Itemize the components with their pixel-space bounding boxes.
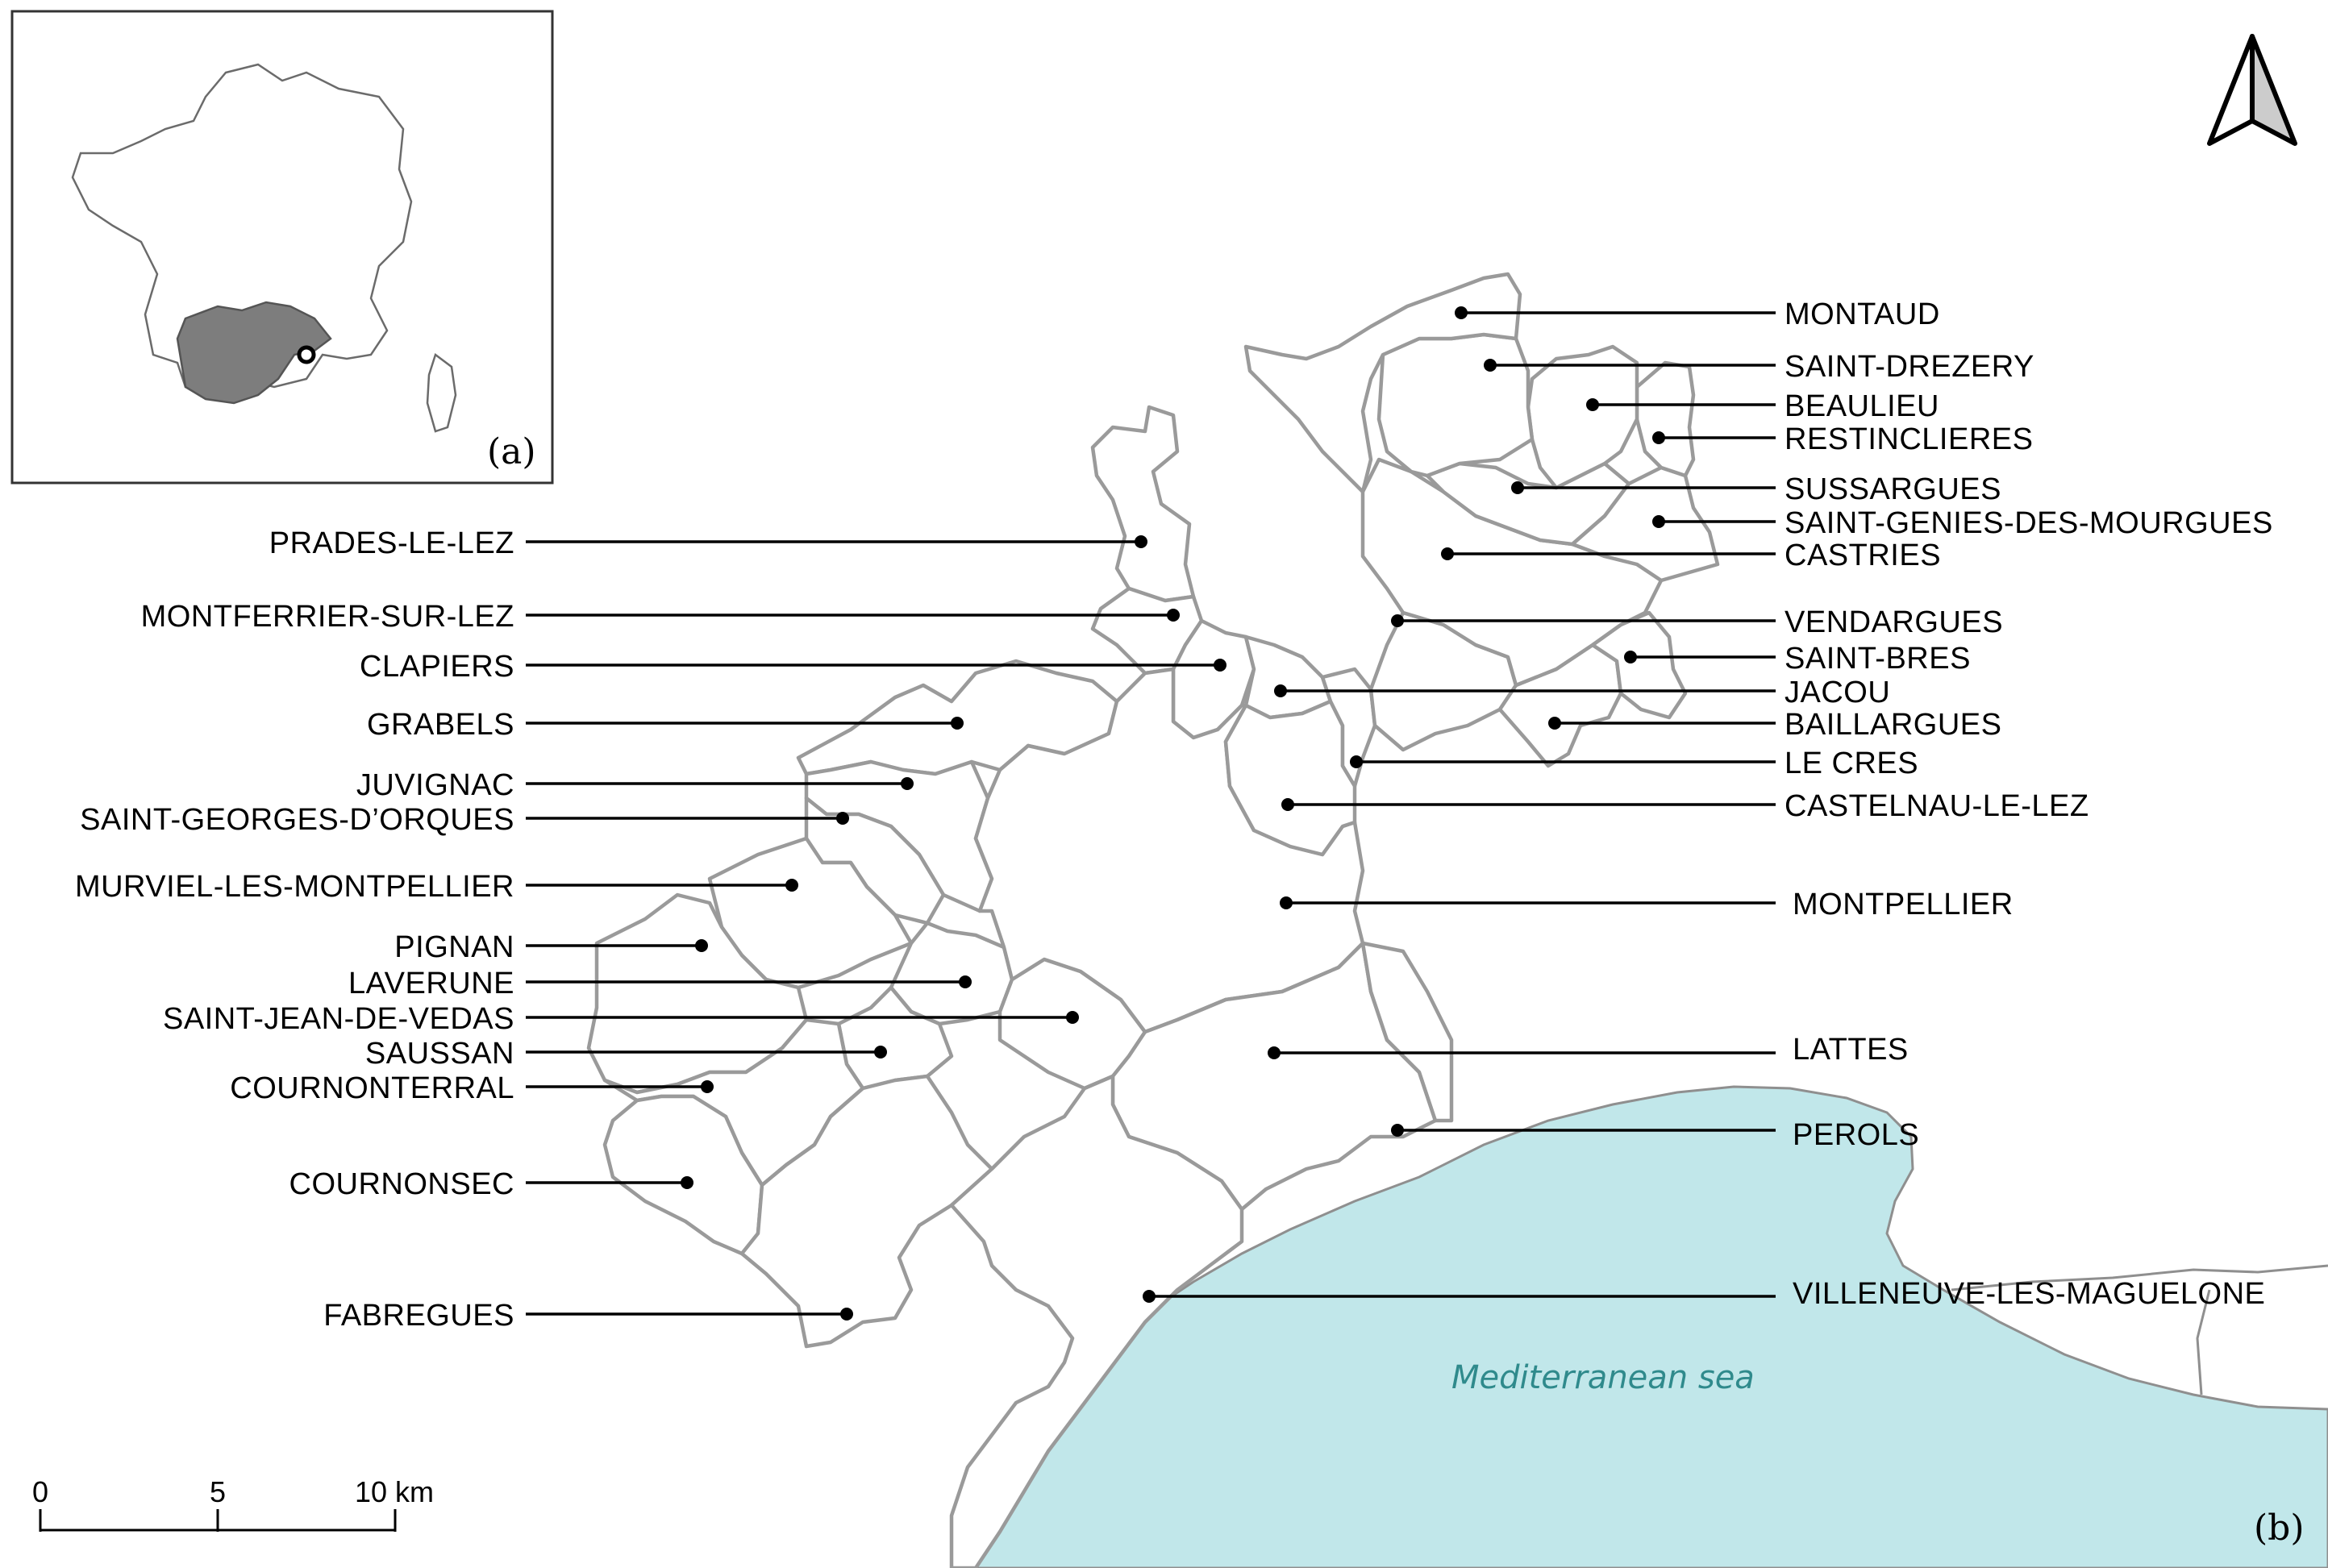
label-saint-georges-dorques: SAINT-GEORGES-D’ORQUES — [80, 803, 849, 837]
label-sussargues: SUSSARGUES — [1511, 472, 2001, 506]
label-text: MONTFERRIER-SUR-LEZ — [141, 600, 514, 634]
label-villeneuve-les-maguelone: VILLENEUVE-LES-MAGUELONE — [1143, 1277, 2265, 1311]
label-fabregues: FABREGUES — [323, 1299, 853, 1333]
label-text: RESTINCLIERES — [1785, 422, 2033, 456]
label-text: CLAPIERS — [360, 650, 514, 684]
label-text: SAINT-GENIES-DES-MOURGUES — [1785, 506, 2273, 540]
label-text: MURVIEL-LES-MONTPELLIER — [75, 870, 514, 904]
commune-perols — [1360, 941, 1454, 1123]
label-text: MONTAUD — [1785, 297, 1940, 331]
label-castelnau-le-lez: CASTELNAU-LE-LEZ — [1281, 789, 2089, 823]
label-text: BAILLARGUES — [1785, 708, 2002, 742]
label-saint-genies-des-mourgues: SAINT-GENIES-DES-MOURGUES — [1652, 506, 2273, 540]
commune-fabregues — [739, 1074, 994, 1349]
label-text: SUSSARGUES — [1785, 472, 2001, 506]
label-text: SAINT-JEAN-DE-VEDAS — [163, 1002, 514, 1036]
label-murviel-les-montpellier: MURVIEL-LES-MONTPELLIER — [75, 870, 798, 904]
label-cournonsec: COURNONSEC — [289, 1167, 693, 1201]
sea-label: Mediterranean sea — [1451, 1359, 1755, 1396]
label-text: BEAULIEU — [1785, 389, 1939, 423]
label-montpellier: MONTPELLIER — [1280, 888, 2014, 921]
label-saint-jean-de-vedas: SAINT-JEAN-DE-VEDAS — [163, 1002, 1079, 1036]
commune-restinclieres — [1635, 360, 1696, 478]
label-lattes: LATTES — [1268, 1033, 1909, 1067]
commune-saint-drezery — [1376, 332, 1535, 478]
label-vendargues: VENDARGUES — [1391, 605, 2003, 639]
label-saint-drezery: SAINT-DREZERY — [1484, 350, 2034, 384]
label-saussan: SAUSSAN — [365, 1037, 887, 1071]
commune-le-cres — [1320, 667, 1377, 788]
label-text: JUVIGNAC — [356, 768, 514, 802]
label-text: CASTELNAU-LE-LEZ — [1785, 789, 2089, 823]
label-text: VENDARGUES — [1785, 605, 2003, 639]
label-clapiers: CLAPIERS — [360, 650, 1226, 684]
france-outline — [71, 63, 457, 433]
label-text: PRADES-LE-LEZ — [269, 526, 514, 560]
label-text: SAINT-GEORGES-D’ORQUES — [80, 803, 514, 837]
commune-beaulieu — [1526, 344, 1639, 490]
inset-map: (a) — [10, 10, 554, 485]
label-text: VILLENEUVE-LES-MAGUELONE — [1793, 1277, 2265, 1311]
label-text: SAINT-BRES — [1785, 642, 1971, 676]
label-le-cres: LE CRES — [1350, 747, 1918, 780]
left-commune-labels: PRADES-LE-LEZ MONTFERRIER-SUR-LEZ CLAPIE… — [75, 526, 1226, 1333]
label-beaulieu: BEAULIEU — [1586, 389, 1939, 423]
scale-bar: 0 5 10 km — [32, 1475, 434, 1532]
label-laverune: LAVERUNE — [348, 967, 972, 1000]
label-text: CASTRIES — [1785, 539, 1941, 572]
label-text: COURNONSEC — [289, 1167, 514, 1201]
label-text: JACOU — [1785, 676, 1890, 709]
north-arrow-icon — [2207, 34, 2297, 146]
label-prades-le-lez: PRADES-LE-LEZ — [269, 526, 1147, 560]
label-text: COURNONTERRAL — [230, 1071, 514, 1105]
label-montaud: MONTAUD — [1455, 297, 1940, 331]
scale-tick-10km: 10 km — [355, 1475, 434, 1508]
label-castries: CASTRIES — [1441, 539, 1941, 572]
label-saint-bres: SAINT-BRES — [1624, 642, 1971, 676]
label-text: MONTPELLIER — [1793, 888, 2014, 921]
label-text: FABREGUES — [323, 1299, 514, 1333]
label-cournonterral: COURNONTERRAL — [230, 1071, 714, 1105]
label-text: PEROLS — [1793, 1118, 1919, 1152]
main-panel-label: (b) — [2254, 1508, 2305, 1549]
right-commune-labels: MONTAUD SAINT-DREZERY BEAULIEU RESTINCLI… — [1143, 297, 2273, 1311]
label-text: SAINT-DREZERY — [1785, 350, 2034, 384]
label-text: LE CRES — [1785, 747, 1918, 780]
label-jacou: JACOU — [1274, 676, 1890, 709]
label-restinclieres: RESTINCLIERES — [1652, 422, 2033, 456]
label-montferrier-sur-lez: MONTFERRIER-SUR-LEZ — [141, 600, 1180, 634]
commune-villeneuve-les-maguelone — [949, 1074, 1244, 1568]
label-pignan: PIGNAN — [394, 930, 708, 964]
label-perols: PEROLS — [1391, 1118, 1919, 1152]
label-text: LAVERUNE — [348, 967, 514, 1000]
label-text: GRABELS — [367, 708, 514, 742]
commune-prades-le-lez — [1090, 405, 1196, 603]
scale-tick-5: 5 — [210, 1475, 226, 1508]
label-juvignac: JUVIGNAC — [356, 768, 914, 802]
label-text: PIGNAN — [394, 930, 514, 964]
label-text: SAUSSAN — [365, 1037, 514, 1071]
label-text: LATTES — [1793, 1033, 1909, 1067]
label-grabels: GRABELS — [367, 708, 964, 742]
scale-tick-0: 0 — [32, 1475, 48, 1508]
inset-panel-label: (a) — [487, 431, 536, 472]
label-baillargues: BAILLARGUES — [1548, 708, 2002, 742]
commune-montaud — [1243, 272, 1522, 494]
